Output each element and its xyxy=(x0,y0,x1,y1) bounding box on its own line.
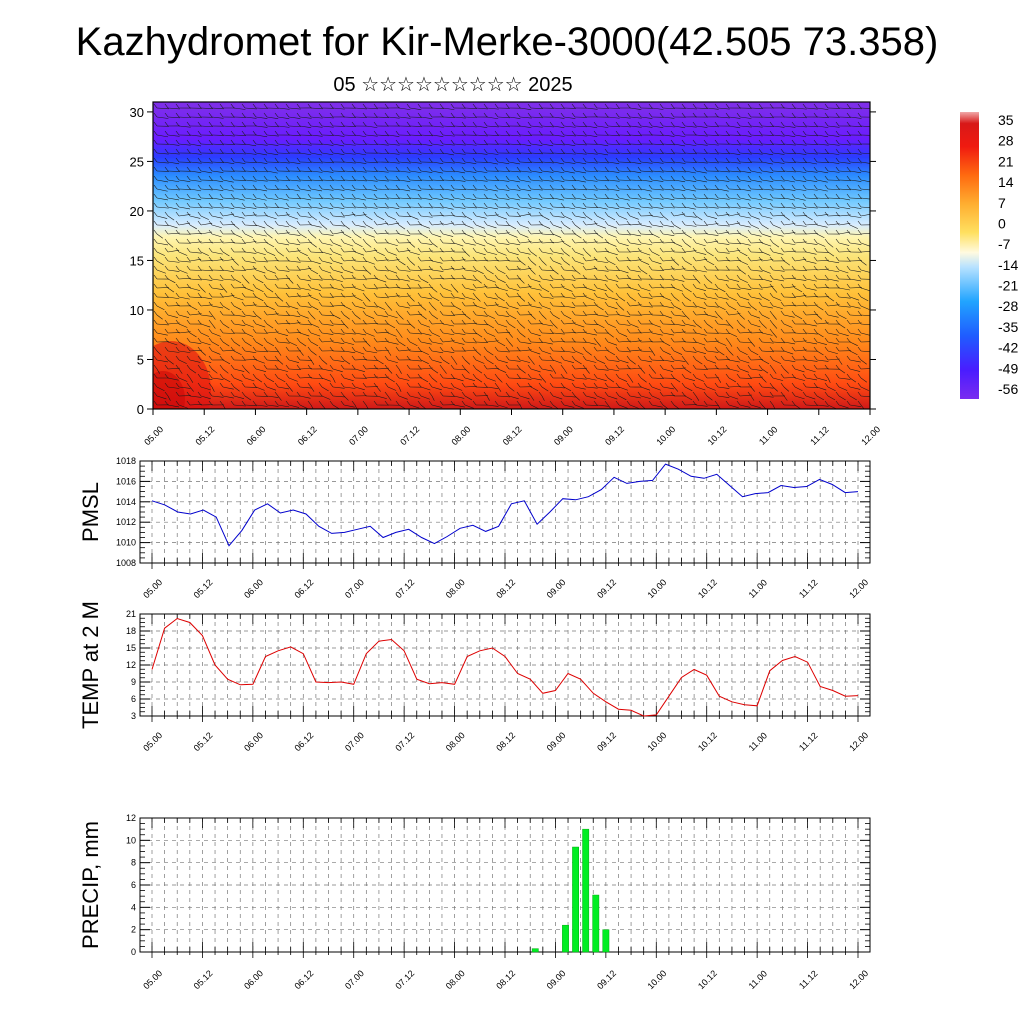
x-tick-label: 09.00 xyxy=(552,424,575,447)
x-tick-label: 08.00 xyxy=(444,577,467,600)
x-tick-label: 09.12 xyxy=(603,424,626,447)
colorbar-ramp xyxy=(960,112,979,399)
x-tick-label: 06.00 xyxy=(245,424,268,447)
colorbar-label: 0 xyxy=(998,215,1006,231)
y-tick-label: 18 xyxy=(126,626,136,636)
pmsl-panel: 1008 1010 1012 1014 1016 1018 05.00 05.12 06.00 0… xyxy=(78,456,870,600)
y-tick-label: 3 xyxy=(131,711,136,721)
colorbar-label: -42 xyxy=(998,340,1018,356)
x-tick-label: 05.12 xyxy=(193,424,216,447)
x-tick-label: 07.12 xyxy=(393,577,416,600)
colorbar-labels: 35 28 21 14 7 0 -7 -14 -21 -28 -35 -42 -49 -56 xyxy=(998,112,1018,397)
y-tick-label: 25 xyxy=(130,154,144,169)
y-tick-label: 12 xyxy=(126,660,136,670)
x-tick-label: 11.12 xyxy=(808,424,831,447)
y-tick-label: 1008 xyxy=(116,558,136,568)
x-tick-label: 05.00 xyxy=(142,424,165,447)
x-tick-label: 10.12 xyxy=(696,577,719,600)
x-tick-label: 06.00 xyxy=(242,577,265,600)
cross-section-panel: 0 5 10 15 20 25 30 05.00 05.12 06.00 06.12 07.00 07… xyxy=(130,102,883,447)
x-tick-label: 11.00 xyxy=(757,424,780,447)
y-tick-label: 0 xyxy=(137,402,144,417)
x-tick-label: 10.12 xyxy=(706,424,729,447)
y-tick-label: 9 xyxy=(131,677,136,687)
x-tick-label: 05.12 xyxy=(192,577,215,600)
y-tick-label: 1012 xyxy=(116,517,136,527)
colorbar-label: -14 xyxy=(998,257,1018,273)
x-tick-label: 11.12 xyxy=(797,577,820,600)
y-tick-label: 5 xyxy=(137,352,144,367)
y-tick-label: 1014 xyxy=(116,497,136,507)
x-tick-label: 12.00 xyxy=(847,577,870,600)
x-tick-label: 10.00 xyxy=(654,424,677,447)
x-tick-label: 08.12 xyxy=(501,424,524,447)
y-tick-label: 1010 xyxy=(116,538,136,548)
y-tick-label: 15 xyxy=(130,253,144,268)
x-tick-label: 07.00 xyxy=(347,424,370,447)
y-axis-label: PMSL xyxy=(78,482,103,542)
y-tick-label: 1016 xyxy=(116,476,136,486)
x-tick-label: 06.12 xyxy=(296,424,319,447)
warm-core-blob xyxy=(141,371,185,427)
x-tick-label: 09.12 xyxy=(595,577,618,600)
colorbar-label: 7 xyxy=(998,195,1006,211)
y-tick-label: 15 xyxy=(126,643,136,653)
x-tick-label: 07.00 xyxy=(343,577,366,600)
colorbar-label: 14 xyxy=(998,174,1014,190)
x-tick-label: 06.12 xyxy=(292,577,315,600)
colorbar-label: -49 xyxy=(998,360,1018,376)
cross-section-x-axis: 05.00 05.12 06.00 06.12 07.00 07.12 08.00 08.12… xyxy=(142,409,882,447)
colorbar-label: -7 xyxy=(998,236,1011,252)
x-tick-label: 10.00 xyxy=(645,577,668,600)
x-tick-label: 11.00 xyxy=(747,577,770,600)
colorbar-label: -28 xyxy=(998,298,1018,314)
x-tick-label: 09.00 xyxy=(545,577,568,600)
y-tick-label: 20 xyxy=(130,204,144,219)
colorbar-label: -21 xyxy=(998,278,1018,294)
page-subtitle: 05 ☆☆☆☆☆☆☆☆☆ 2025 xyxy=(333,74,572,96)
page-title: Kazhydromet for Kir-Merke-3000(42.505 73… xyxy=(76,20,939,64)
y-tick-label: 10 xyxy=(130,303,144,318)
colorbar: 35 28 21 14 7 0 -7 -14 -21 -28 -35 -42 -49 -56 xyxy=(960,112,1018,399)
y-tick-label: 30 xyxy=(130,105,144,120)
x-tick-label: 05.00 xyxy=(141,577,164,600)
cross-section-field xyxy=(153,102,870,409)
colorbar-label: 35 xyxy=(998,112,1014,128)
colorbar-label: -35 xyxy=(998,319,1018,335)
x-tick-label: 08.12 xyxy=(494,577,517,600)
x-tick-label: 07.12 xyxy=(398,424,421,447)
y-tick-label: 21 xyxy=(126,609,136,619)
colorbar-label: 28 xyxy=(998,133,1014,149)
colorbar-label: -56 xyxy=(998,381,1018,397)
x-tick-label: 08.00 xyxy=(449,424,472,447)
y-tick-label: 6 xyxy=(131,694,136,704)
y-tick-label: 1018 xyxy=(116,456,136,466)
colorbar-label: 21 xyxy=(998,153,1014,169)
x-tick-label: 12.00 xyxy=(859,424,882,447)
